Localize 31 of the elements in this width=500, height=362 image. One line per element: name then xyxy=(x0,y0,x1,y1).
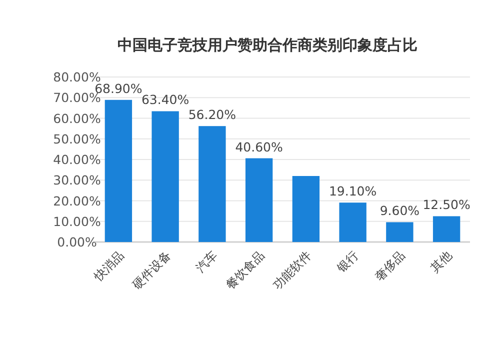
x-tick-label: 功能软件 xyxy=(270,248,314,292)
data-label: 12.50% xyxy=(422,197,471,212)
y-tick-label: 80.00% xyxy=(53,70,101,84)
y-tick-label: 50.00% xyxy=(53,131,101,146)
data-label: 56.20% xyxy=(188,107,236,122)
y-tick-label: 60.00% xyxy=(53,110,101,126)
x-tick-label: 汽车 xyxy=(193,248,220,276)
bar xyxy=(245,158,273,242)
x-tick-label: 快消品 xyxy=(90,248,127,284)
bar xyxy=(198,126,226,242)
data-label: 40.60% xyxy=(235,139,284,154)
y-tick-label: 40.00% xyxy=(53,152,101,167)
x-tick-label: 硬件设备 xyxy=(130,248,174,292)
x-tick-label: 奢侈品 xyxy=(372,248,408,284)
x-tick-label: 银行 xyxy=(333,248,361,276)
data-label: 63.40% xyxy=(141,92,190,108)
bar xyxy=(386,222,414,242)
chart-title: 中国电子竞技用户赞助合作商类别印象度占比 xyxy=(118,36,418,54)
y-tick-label: 0.00% xyxy=(57,234,97,250)
x-tick-label: 餐饮食品 xyxy=(223,248,268,292)
y-tick-label: 10.00% xyxy=(53,214,101,229)
data-label: 9.60% xyxy=(380,203,420,218)
bar xyxy=(104,100,132,242)
y-tick-label: 20.00% xyxy=(53,193,101,208)
data-label: 19.10% xyxy=(328,184,377,199)
y-tick-label: 30.00% xyxy=(53,172,101,188)
bar xyxy=(292,176,320,242)
bar xyxy=(339,202,366,242)
x-tick-label: 其他 xyxy=(428,248,455,276)
bar xyxy=(152,111,179,242)
bar xyxy=(432,216,460,242)
